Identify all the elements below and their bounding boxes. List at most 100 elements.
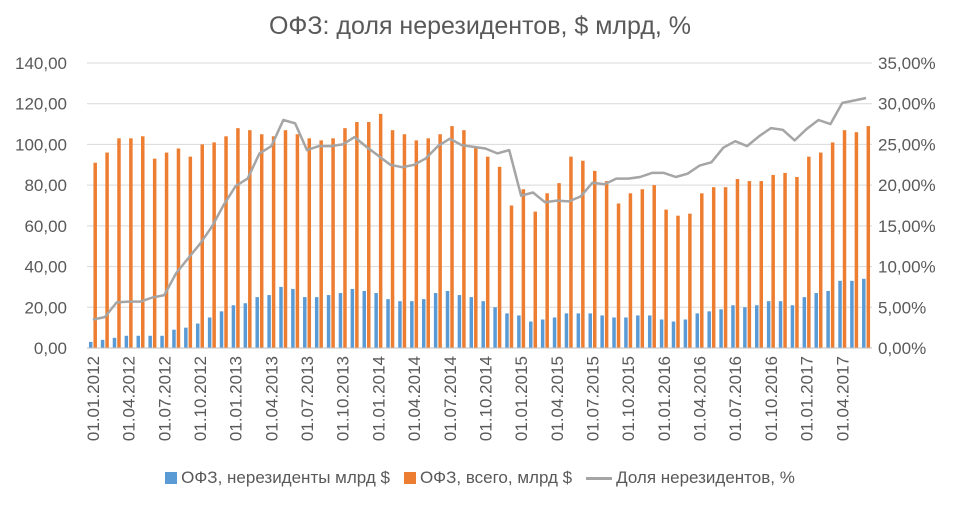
bar-nonresidents [814,293,818,348]
bar-nonresidents [743,307,747,348]
bar-total [509,205,514,348]
bar-nonresidents [386,299,390,348]
bar-nonresidents [219,311,224,348]
bar-total [271,136,276,348]
bar-total [616,203,621,348]
bar-nonresidents [421,299,426,348]
bar-total [735,179,740,348]
bar-nonresidents [88,341,93,348]
bar-total [212,142,216,348]
bar-total [319,140,323,348]
bar-total [664,209,668,348]
bar-total [331,138,335,348]
bar-total [438,134,442,348]
legend-label-total: ОФЗ, всего, млрд $ [419,468,573,487]
line-share [92,96,867,321]
bar-total [343,128,347,348]
bar-total [164,152,169,348]
bar-total [521,189,526,348]
x-tick-label: 01.01.2012 [84,356,103,441]
y-left-tick-label: 140,00 [15,54,67,73]
bar-nonresidents [433,293,438,348]
bar-nonresidents [647,315,652,348]
bar-nonresidents [279,286,283,348]
bar-nonresidents [600,315,604,348]
bar-nonresidents [517,315,521,348]
bar-nonresidents [374,293,378,348]
bar-nonresidents [136,335,141,348]
bar-total [355,122,359,349]
bar-total [581,160,585,348]
bar-nonresidents [148,335,152,348]
bar-total [628,193,633,348]
bar-nonresidents [695,313,700,348]
y-right-tick-label: 5,00% [878,298,926,317]
bar-total [700,193,704,348]
bar-total [711,187,716,348]
bar-nonresidents [195,323,200,348]
x-tick-label: 01.04.2016 [691,356,710,441]
bar-total [378,113,383,349]
bar-total [592,170,597,348]
bar-nonresidents [398,301,402,348]
bar-total [450,126,454,348]
bar-nonresidents [624,317,628,348]
bar-nonresidents [112,337,117,348]
bar-total [557,183,561,348]
bar-total [652,185,656,348]
x-tick-label: 01.04.2015 [548,356,567,441]
legend-item-share: Доля нерезидентов, % [586,468,795,488]
bar-total [390,130,395,348]
legend-item-total: ОФЗ, всего, млрд $ [403,468,573,488]
bar-nonresidents [540,319,545,348]
bar-total [795,177,799,348]
y-right-tick-label: 10,00% [878,258,936,277]
bar-total [688,213,692,348]
bar-total [545,193,549,348]
x-tick-label: 01.01.2015 [512,356,531,441]
y-left-tick-label: 100,00 [15,135,67,154]
bar-nonresidents [790,305,795,348]
y-right-tick-label: 20,00% [878,176,936,195]
bar-total [105,152,109,348]
x-tick-label: 01.07.2012 [155,356,174,441]
bar-total [259,134,264,348]
x-tick-label: 01.04.2012 [120,356,139,441]
bar-nonresidents [576,313,581,348]
x-tick-label: 01.01.2013 [227,356,246,441]
bar-nonresidents [505,313,509,348]
bar-nonresidents [778,301,783,348]
bar-nonresidents [719,309,723,348]
x-tick-label: 01.04.2017 [833,356,852,441]
bar-total [224,136,228,348]
bar-total [640,189,645,348]
y-left-tick-label: 40,00 [24,258,67,277]
bar-total [307,138,312,348]
x-tick-label: 01.10.2015 [619,356,638,441]
bar-total [604,181,609,348]
bar-nonresidents [588,313,592,348]
bar-total [176,148,181,348]
legend-swatch-nonresidents [165,472,178,484]
bar-nonresidents [671,321,676,348]
bar-total [818,152,823,348]
bar-total [426,138,430,348]
x-tick-label: 01.10.2012 [191,356,210,441]
bar-nonresidents [564,313,569,348]
bar-nonresidents [850,280,854,348]
bar-total [485,156,490,348]
bar-total [367,122,371,349]
bar-total [474,146,478,348]
bar-total [295,134,300,348]
bar-nonresidents [826,291,830,348]
bar-total [93,162,97,348]
x-tick-label: 01.01.2016 [655,356,674,441]
bar-nonresidents [457,295,462,348]
y-left-tick-label: 120,00 [15,95,67,114]
bar-total [854,132,859,348]
legend-item-nonresidents: ОФЗ, нерезиденты млрд $ [165,468,390,488]
bar-total [771,174,775,348]
bar-nonresidents [124,335,129,348]
bar-nonresidents [469,297,474,348]
